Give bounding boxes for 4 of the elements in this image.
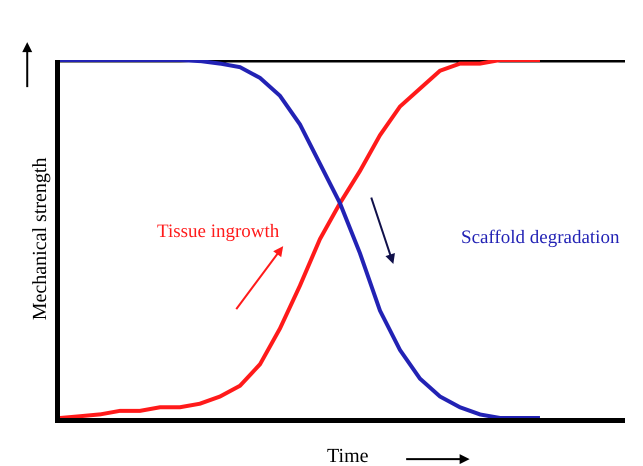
y-axis-title: Mechanical strength <box>29 158 52 320</box>
series-label: Tissue ingrowth <box>157 221 280 242</box>
x-axis-title: Time <box>327 445 369 466</box>
text: Scaffold degradation <box>461 227 620 248</box>
